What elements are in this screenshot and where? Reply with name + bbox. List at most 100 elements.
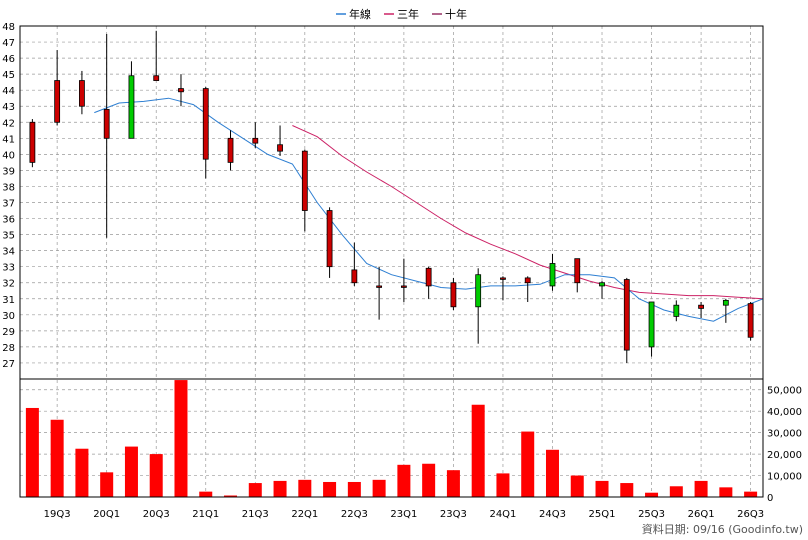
price-tick-label: 33 (2, 263, 15, 274)
volume-tick-label: 10,000 (767, 472, 802, 483)
x-tick-label: 25Q1 (589, 509, 616, 520)
price-tick-label: 42 (2, 118, 15, 129)
candle (574, 258, 581, 293)
volume-bar (744, 491, 758, 497)
candle-body (599, 282, 605, 287)
volume-bars (25, 380, 758, 497)
volume-bar (397, 464, 411, 497)
price-tick-label: 45 (2, 70, 15, 81)
candle (673, 300, 680, 322)
candle (549, 253, 556, 291)
candle (252, 122, 259, 148)
candle-body (277, 144, 283, 152)
candle (623, 277, 630, 363)
candle-body (673, 304, 680, 317)
candle (29, 119, 36, 168)
volume-tick-label: 0 (767, 493, 773, 504)
candle-body (326, 210, 333, 268)
candle-body (747, 303, 754, 338)
candle (747, 301, 754, 341)
candle-body (103, 109, 110, 139)
volume-bar (694, 480, 708, 497)
volume-grid (20, 389, 763, 476)
x-tick-label: 21Q1 (192, 509, 219, 520)
candle (648, 301, 655, 357)
candle (425, 266, 432, 299)
volume-bar (25, 407, 39, 497)
x-tick-label: 22Q3 (341, 509, 368, 520)
volume-tick-label: 50,000 (767, 386, 802, 397)
candle-body (202, 88, 209, 160)
footer-source: 資料日期: 09/16 (Goodinfo.tw) (642, 522, 803, 536)
x-tick-label: 23Q1 (390, 509, 417, 520)
candle (351, 242, 358, 286)
candle (79, 70, 85, 115)
candle-body (351, 269, 358, 284)
candle-body (128, 75, 135, 139)
price-tick-label: 30 (2, 311, 15, 322)
candle (722, 298, 729, 323)
price-tick-label: 41 (2, 134, 15, 145)
volume-bar (75, 448, 89, 497)
candle-body (29, 121, 36, 163)
price-tick-label: 46 (2, 54, 15, 65)
volume-bar (422, 463, 436, 497)
x-tick-label: 19Q3 (44, 509, 71, 520)
candle (202, 86, 209, 179)
price-tick-label: 34 (2, 247, 15, 258)
volume-bar (545, 449, 559, 497)
volume-bar (446, 470, 460, 497)
price-tick-label: 36 (2, 215, 15, 226)
price-tick-label: 47 (2, 38, 15, 49)
volume-tick-label: 40,000 (767, 407, 802, 418)
candle-body (178, 88, 184, 93)
candle (698, 301, 704, 319)
candle-body (301, 150, 308, 211)
volume-bar (645, 492, 659, 497)
chart-legend: 年線 三年 十年 (336, 7, 467, 21)
price-tick-label: 35 (2, 231, 15, 242)
candle-body (574, 258, 581, 284)
candle (153, 30, 160, 81)
volume-tick-label: 20,000 (767, 450, 802, 461)
candle-body (227, 137, 234, 163)
volume-bar (323, 481, 337, 497)
volume-bar (100, 472, 114, 497)
candle-body (252, 137, 259, 144)
candle-body (376, 285, 383, 288)
price-tick-label: 38 (2, 182, 15, 193)
volume-bar (595, 480, 609, 497)
volume-bar (124, 446, 138, 497)
candle (400, 258, 407, 302)
candle (227, 130, 234, 171)
candle (178, 74, 184, 107)
candle-body (79, 80, 85, 107)
volume-bar (149, 454, 163, 497)
candle-body (648, 301, 655, 348)
price-tick-label: 29 (2, 327, 15, 338)
volume-bar (372, 479, 386, 497)
candlesticks (29, 30, 754, 363)
volume-bar (471, 404, 485, 497)
volume-bar (199, 491, 213, 497)
volume-frame (19, 378, 764, 498)
legend-item: 十年 (432, 7, 467, 21)
x-tick-label: 26Q1 (688, 509, 715, 520)
price-tick-label: 32 (2, 279, 15, 290)
price-tick-label: 48 (2, 22, 15, 33)
x-tick-label: 21Q3 (242, 509, 269, 520)
x-tick-label: 20Q1 (93, 509, 120, 520)
candle-body (722, 299, 729, 306)
volume-bar (50, 419, 64, 497)
candle (277, 125, 283, 156)
candle-body (623, 279, 630, 351)
candle (524, 276, 531, 302)
volume-bar (298, 479, 312, 497)
candle (599, 281, 605, 299)
volume-bar (248, 483, 262, 497)
x-tick-label: 25Q3 (638, 509, 665, 520)
candle (500, 276, 506, 301)
candle (376, 266, 383, 320)
volume-bar (224, 495, 238, 497)
